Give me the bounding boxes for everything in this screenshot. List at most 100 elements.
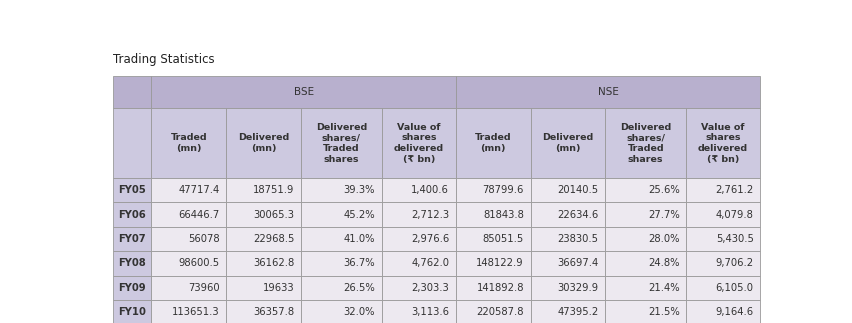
Text: 28.0%: 28.0% [648,234,680,244]
Text: 113651.3: 113651.3 [172,307,220,317]
Bar [152,203,227,227]
Text: 21.4%: 21.4% [648,283,680,293]
Text: 26.5%: 26.5% [343,283,375,293]
Text: FY05: FY05 [118,185,147,195]
Text: NSE: NSE [597,87,619,97]
Text: Delivered
shares/
Traded
shares: Delivered shares/ Traded shares [316,123,367,164]
Text: 1,400.6: 1,400.6 [412,185,449,195]
Bar [605,178,686,203]
Bar [301,300,382,323]
Text: Delivered
shares/
Traded
shares: Delivered shares/ Traded shares [620,123,671,164]
Bar [113,276,152,300]
Text: 2,976.6: 2,976.6 [411,234,449,244]
Bar [456,227,531,251]
Bar [531,109,605,178]
Text: 32.0%: 32.0% [343,307,375,317]
Text: 6,105.0: 6,105.0 [716,283,754,293]
Bar [227,109,301,178]
Text: 25.6%: 25.6% [648,185,680,195]
Text: Trading Statistics: Trading Statistics [113,53,215,66]
Text: 148122.9: 148122.9 [476,258,524,268]
Bar [152,227,227,251]
Text: 2,303.3: 2,303.3 [412,283,449,293]
Bar [456,203,531,227]
Text: FY07: FY07 [118,234,146,244]
Text: 2,761.2: 2,761.2 [716,185,754,195]
Bar [686,276,760,300]
Text: Value of
shares
delivered
(₹ bn): Value of shares delivered (₹ bn) [394,123,444,164]
Text: 36162.8: 36162.8 [253,258,294,268]
Text: 20140.5: 20140.5 [557,185,599,195]
Bar [301,109,382,178]
Bar [113,178,152,203]
Bar [605,300,686,323]
Text: 5,430.5: 5,430.5 [716,234,754,244]
Bar [301,276,382,300]
Text: BSE: BSE [294,87,314,97]
Bar [531,251,605,276]
Text: Traded
(mn): Traded (mn) [475,133,511,153]
Bar [686,203,760,227]
Bar [227,203,301,227]
Bar [605,251,686,276]
Text: 23830.5: 23830.5 [558,234,599,244]
Bar [382,178,456,203]
Text: Traded
(mn): Traded (mn) [170,133,207,153]
Bar [605,203,686,227]
Text: 98600.5: 98600.5 [178,258,220,268]
Text: 66446.7: 66446.7 [178,210,220,220]
Bar [456,300,531,323]
Text: 41.0%: 41.0% [343,234,375,244]
Bar [152,76,456,109]
Text: 24.8%: 24.8% [648,258,680,268]
Bar [301,203,382,227]
Bar [227,227,301,251]
Text: 22968.5: 22968.5 [253,234,294,244]
Text: Delivered
(mn): Delivered (mn) [238,133,289,153]
Bar [382,109,456,178]
Text: 45.2%: 45.2% [343,210,375,220]
Text: 21.5%: 21.5% [648,307,680,317]
Bar [382,300,456,323]
Text: Delivered
(mn): Delivered (mn) [542,133,594,153]
Bar [605,227,686,251]
Text: 141892.8: 141892.8 [476,283,524,293]
Bar [227,276,301,300]
Bar [382,276,456,300]
Text: FY09: FY09 [118,283,146,293]
Text: 47395.2: 47395.2 [557,307,599,317]
Bar [531,276,605,300]
Bar [605,276,686,300]
Text: 81843.8: 81843.8 [483,210,524,220]
Bar [605,109,686,178]
Bar [686,178,760,203]
Bar [227,251,301,276]
Bar [227,178,301,203]
Text: 36357.8: 36357.8 [253,307,294,317]
Bar [301,227,382,251]
Bar [531,227,605,251]
Bar [686,227,760,251]
Text: 4,762.0: 4,762.0 [412,258,449,268]
Bar [113,203,152,227]
Text: 56078: 56078 [188,234,220,244]
Bar [382,203,456,227]
Text: 4,079.8: 4,079.8 [716,210,754,220]
Bar [152,109,227,178]
Bar [531,300,605,323]
Bar [301,251,382,276]
Text: 36.7%: 36.7% [343,258,375,268]
Bar [456,276,531,300]
Bar [456,109,531,178]
Text: 3,113.6: 3,113.6 [412,307,449,317]
Bar [113,251,152,276]
Text: 78799.6: 78799.6 [482,185,524,195]
Bar [301,178,382,203]
Text: 73960: 73960 [188,283,220,293]
Text: FY10: FY10 [118,307,147,317]
Bar [456,178,531,203]
Bar [382,227,456,251]
Bar [113,227,152,251]
Text: Value of
shares
delivered
(₹ bn): Value of shares delivered (₹ bn) [698,123,748,164]
Bar [113,109,152,178]
